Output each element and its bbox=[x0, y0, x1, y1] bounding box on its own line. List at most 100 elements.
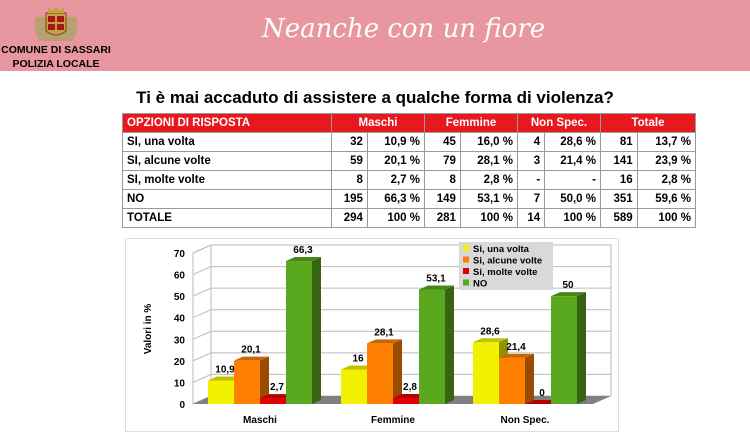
table-row: SI, molte volte 8 2,7 % 8 2,8 % - -16 2,8 % bbox=[122, 170, 697, 190]
cell: 20,1 % bbox=[366, 151, 426, 171]
bar-side bbox=[525, 353, 534, 404]
bar-top bbox=[551, 292, 586, 297]
bar-side bbox=[260, 356, 269, 404]
row-label: NO bbox=[122, 189, 332, 209]
cell: 141 bbox=[600, 151, 638, 171]
header-totale: Totale bbox=[600, 113, 696, 133]
cell: 28,1 % bbox=[459, 151, 519, 171]
header-femmine: Femmine bbox=[424, 113, 518, 133]
header-non-spec: Non Spec. bbox=[517, 113, 601, 133]
data-label: 16 bbox=[352, 353, 364, 364]
bar-top bbox=[367, 339, 402, 344]
gridline bbox=[192, 309, 611, 319]
results-table: OPZIONI DI RISPOSTA Maschi Femmine Non S… bbox=[122, 113, 697, 228]
bar bbox=[551, 296, 577, 404]
cell: 2,8 % bbox=[636, 170, 697, 190]
bar bbox=[499, 357, 525, 404]
cell: 7 bbox=[516, 189, 546, 209]
cell: 2,7 % bbox=[366, 170, 426, 190]
y-axis-label: Valori in % bbox=[143, 304, 154, 355]
cell: 281 bbox=[424, 208, 461, 228]
y-tick-label: 70 bbox=[174, 249, 186, 260]
cell: 195 bbox=[331, 189, 368, 209]
org-department: POLIZIA LOCALE bbox=[12, 58, 100, 70]
legend-box bbox=[459, 242, 553, 290]
legend-label: Si, una volta bbox=[473, 244, 530, 255]
cell: 13,7 % bbox=[636, 132, 697, 152]
bar-top bbox=[286, 256, 321, 261]
gridline bbox=[192, 330, 611, 340]
question-title: Ti è mai accaduto di assistere a qualche… bbox=[136, 88, 614, 107]
data-label: 66,3 bbox=[293, 245, 313, 256]
campaign-title: Neanche con un fiore bbox=[262, 14, 546, 44]
bar bbox=[367, 343, 393, 404]
cell: 351 bbox=[600, 189, 638, 209]
bar-top bbox=[234, 356, 269, 361]
bar bbox=[208, 380, 234, 404]
cell: 14 bbox=[516, 208, 546, 228]
header-maschi: Maschi bbox=[331, 113, 425, 133]
cell: 32 bbox=[331, 132, 368, 152]
cell: 53,1 % bbox=[459, 189, 519, 209]
cell: 4 bbox=[516, 132, 546, 152]
data-label: 0 bbox=[539, 388, 545, 399]
row-label: SI, molte volte bbox=[122, 170, 332, 190]
cell: 23,9 % bbox=[636, 151, 697, 171]
x-tick-label: Maschi bbox=[243, 415, 277, 426]
cell: 59 bbox=[331, 151, 368, 171]
cell: 50,0 % bbox=[544, 189, 601, 209]
cell: 8 bbox=[424, 170, 461, 190]
bar-side bbox=[445, 285, 454, 404]
x-tick-label: Non Spec. bbox=[501, 415, 550, 426]
bar-side bbox=[312, 256, 321, 404]
y-tick-label: 50 bbox=[174, 292, 186, 303]
header-options: OPZIONI DI RISPOSTA bbox=[122, 113, 332, 133]
data-label: 28,1 bbox=[374, 327, 394, 338]
data-label: 10,9 bbox=[215, 364, 235, 375]
cell: - bbox=[544, 170, 601, 190]
org-name: COMUNE DI SASSARI bbox=[1, 44, 111, 56]
cell: 21,4 % bbox=[544, 151, 601, 171]
cell: 16 bbox=[600, 170, 638, 190]
cell: 45 bbox=[424, 132, 461, 152]
row-label: SI, una volta bbox=[122, 132, 332, 152]
cell: 3 bbox=[516, 151, 546, 171]
legend-label: NO bbox=[473, 279, 487, 290]
side-wall bbox=[192, 244, 212, 405]
y-tick-label: 10 bbox=[174, 378, 186, 389]
y-tick-label: 30 bbox=[174, 335, 186, 346]
cell: 294 bbox=[331, 208, 368, 228]
legend-label: Si, alcune volte bbox=[473, 256, 542, 267]
cell: 100 % bbox=[459, 208, 519, 228]
data-label: 2,7 bbox=[270, 382, 284, 393]
cell: 66,3 % bbox=[366, 189, 426, 209]
bar bbox=[393, 397, 419, 404]
bar-top bbox=[473, 338, 508, 343]
table-row: SI, una volta 32 10,9 % 45 16,0 % 4 28,6 % 81 13… bbox=[122, 132, 697, 152]
header-banner: COMUNE DI SASSARI POLIZIA LOCALE Neanche… bbox=[0, 0, 750, 71]
data-label: 28,6 bbox=[480, 326, 500, 337]
legend-swatch bbox=[463, 256, 469, 263]
cell: 149 bbox=[424, 189, 461, 209]
bar bbox=[419, 289, 445, 404]
bar-side bbox=[393, 339, 402, 404]
cell: 2,8 % bbox=[459, 170, 519, 190]
bar bbox=[286, 260, 312, 404]
data-label: 21,4 bbox=[506, 342, 526, 353]
bar-side bbox=[577, 292, 586, 404]
bar-top bbox=[499, 353, 534, 358]
legend-label: Si, molte volte bbox=[473, 267, 537, 278]
x-tick-label: Femmine bbox=[371, 415, 415, 426]
y-tick-label: 40 bbox=[174, 314, 186, 325]
y-tick-label: 20 bbox=[174, 357, 186, 368]
cell: 8 bbox=[331, 170, 368, 190]
data-label: 20,1 bbox=[241, 345, 261, 356]
cell: 59,6 % bbox=[636, 189, 697, 209]
cell: 100 % bbox=[544, 208, 601, 228]
data-label: 50 bbox=[562, 280, 574, 291]
cell: 81 bbox=[600, 132, 638, 152]
cell: 589 bbox=[600, 208, 638, 228]
bar-chart: 0 10 20 30 40 50 60 70 Valori in % 10,9 20,1 2,7 66,… bbox=[125, 238, 619, 432]
cell: 10,9 % bbox=[366, 132, 426, 152]
bar bbox=[260, 398, 286, 404]
